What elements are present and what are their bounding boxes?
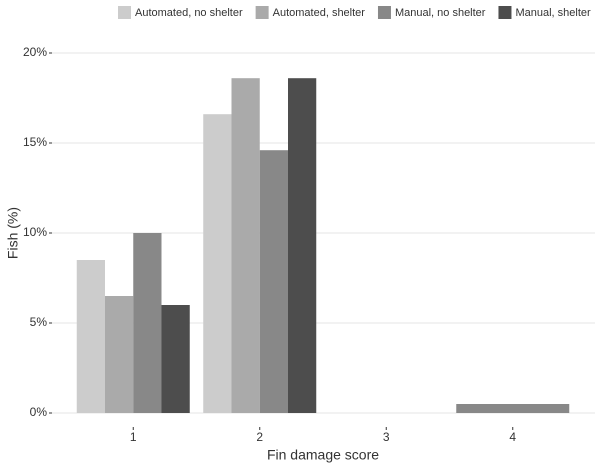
bar [259, 150, 288, 413]
y-tick-label: 0% [30, 405, 48, 419]
x-tick-label: 2 [256, 430, 263, 444]
y-tick-label: 10% [23, 225, 47, 239]
bar [288, 78, 317, 413]
legend-label: Manual, shelter [515, 7, 591, 19]
legend-label: Automated, shelter [273, 7, 366, 19]
y-tick-label: 20% [23, 45, 47, 59]
y-axis-label: Fish (%) [5, 207, 21, 259]
legend-swatch [118, 6, 131, 19]
bar [203, 114, 232, 413]
y-tick-label: 5% [30, 315, 48, 329]
bar [105, 296, 134, 413]
bar [161, 305, 190, 413]
legend-swatch [377, 6, 391, 19]
bar [456, 404, 570, 413]
legend-swatch [498, 6, 512, 19]
x-tick-label: 3 [383, 430, 390, 444]
x-tick-label: 1 [130, 430, 137, 444]
legend-label: Manual, no shelter [395, 7, 486, 19]
x-tick-label: 4 [509, 430, 516, 444]
legend-label: Automated, no shelter [135, 7, 243, 19]
bar [231, 78, 260, 413]
bar [133, 233, 162, 413]
x-axis-label: Fin damage score [267, 447, 379, 463]
bar [76, 260, 105, 413]
legend-swatch [255, 6, 269, 19]
y-tick-label: 15% [23, 135, 47, 149]
